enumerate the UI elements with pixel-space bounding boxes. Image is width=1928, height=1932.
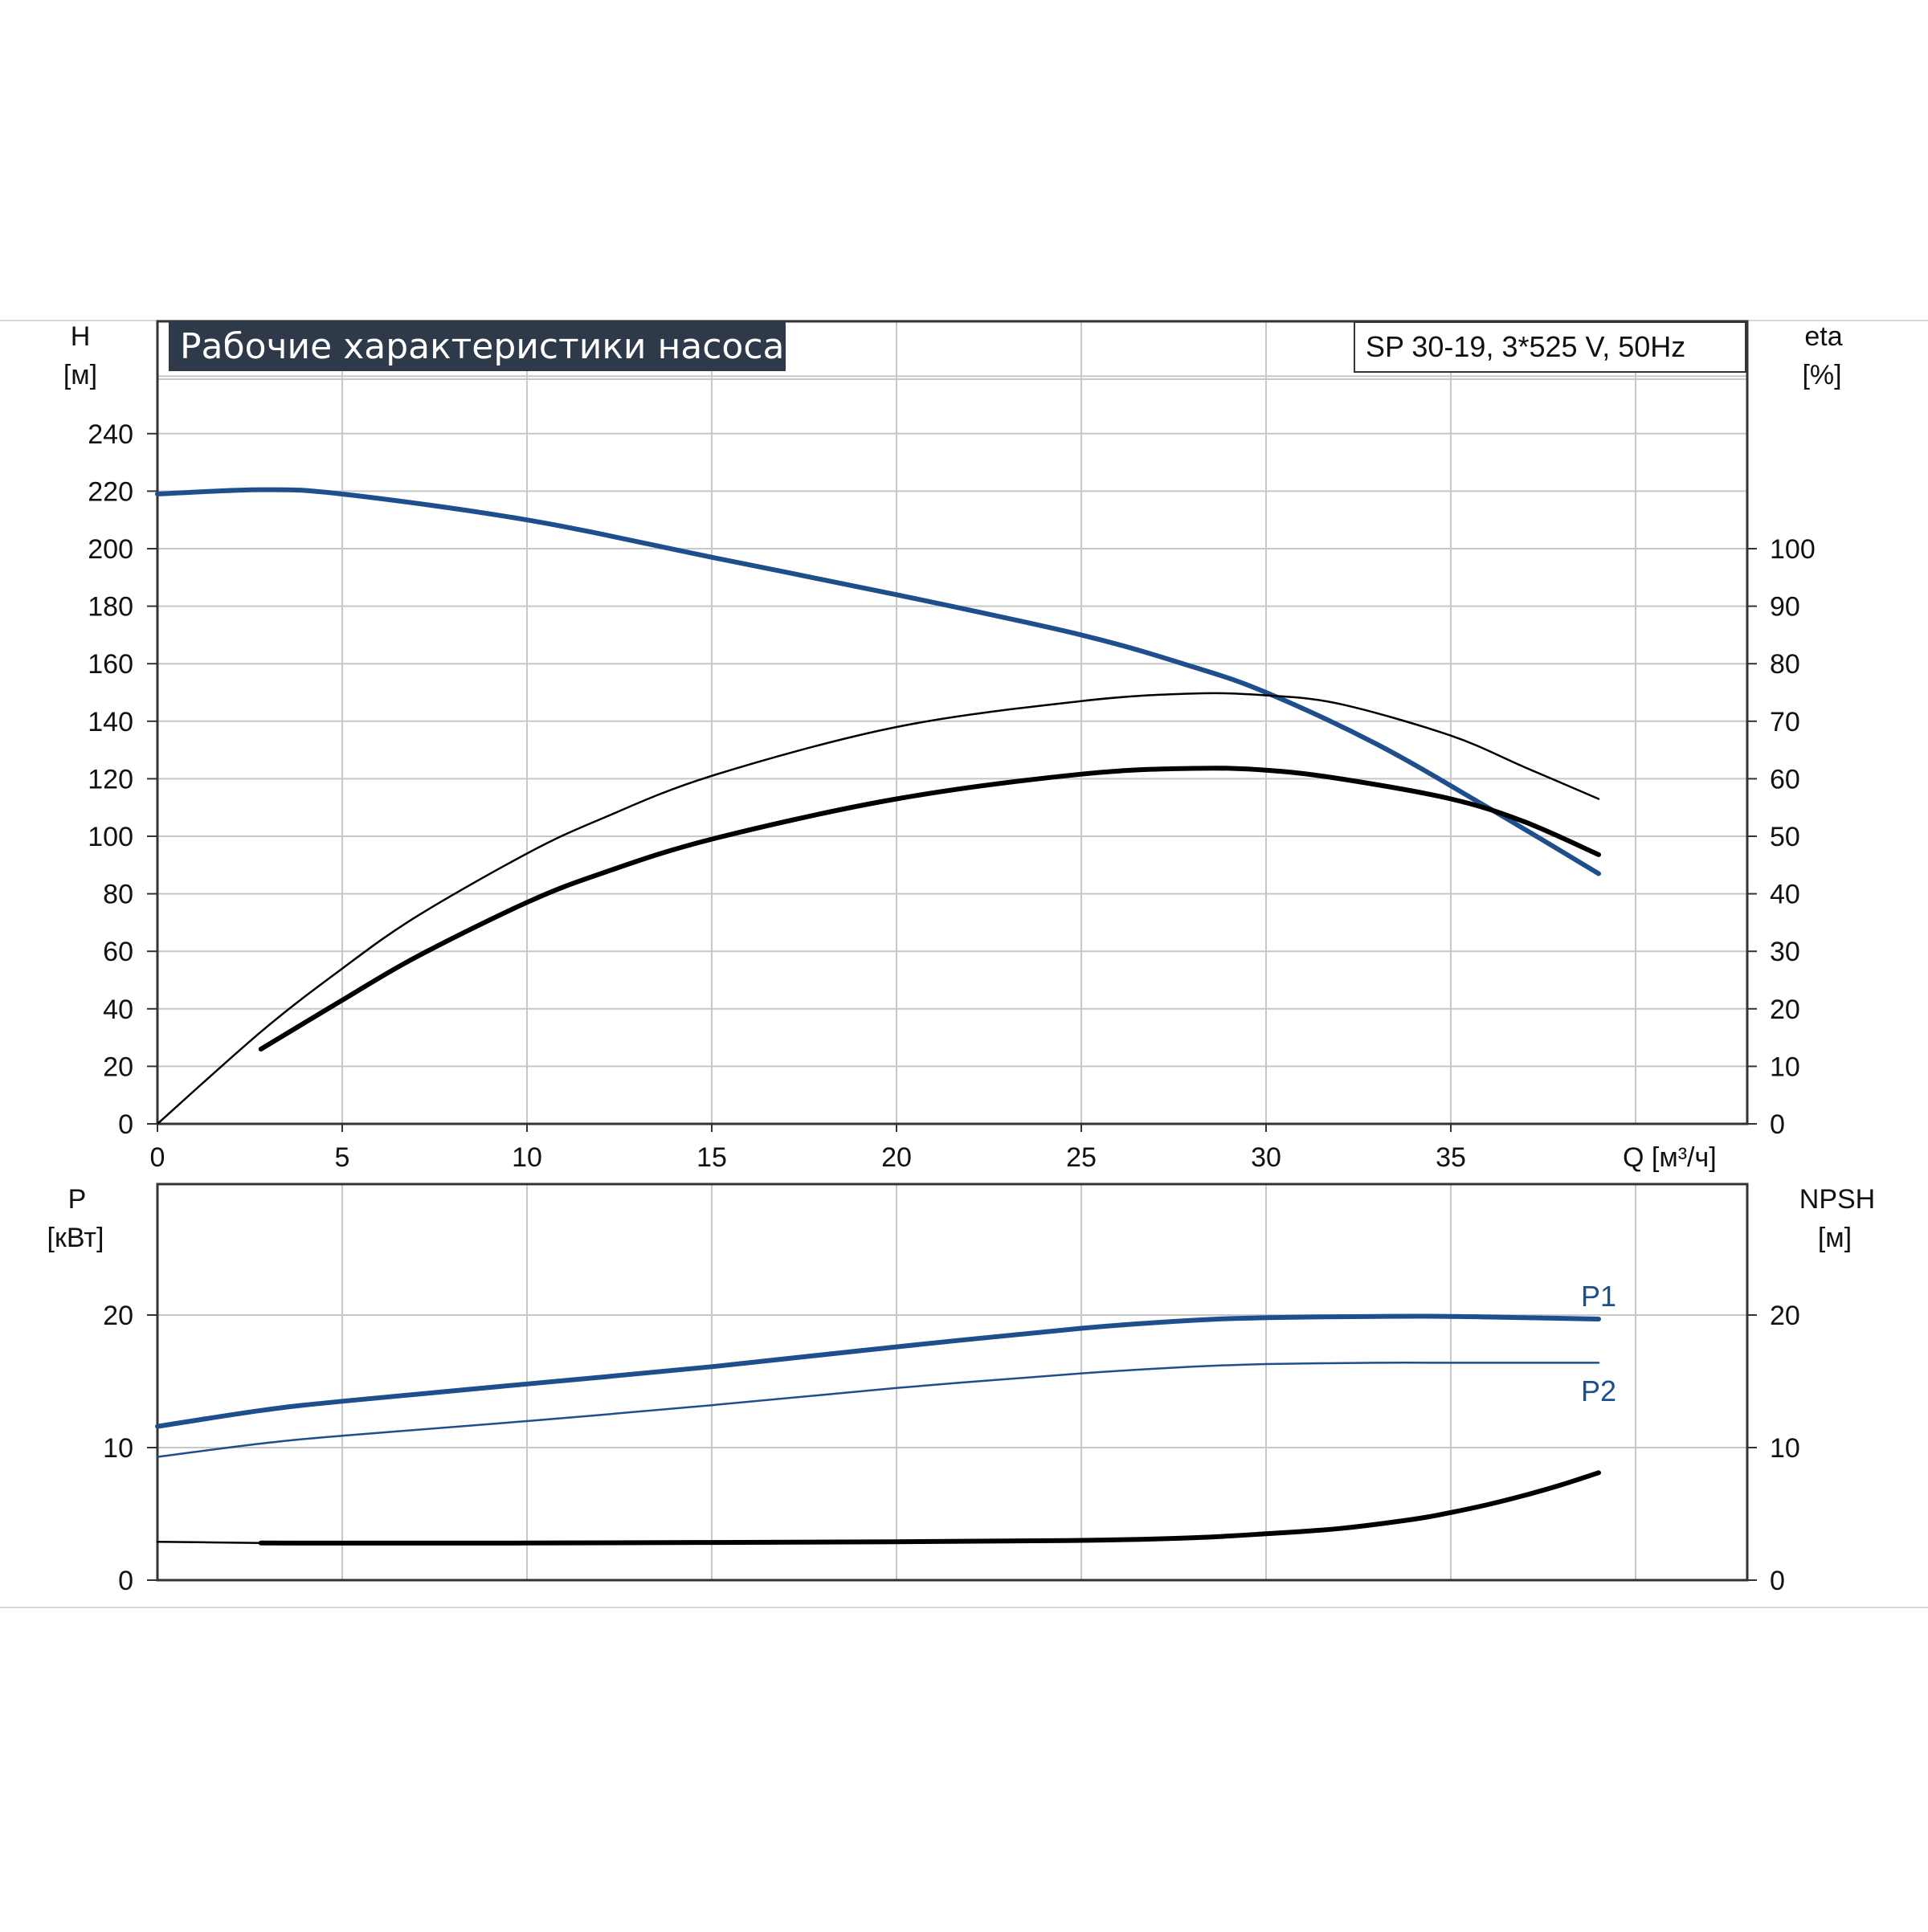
x-tick-label: 0 [150,1142,165,1173]
x-tick-label: 35 [1436,1142,1466,1173]
top-series-2-line [156,692,1600,1125]
top-right-axis-label: eta [1804,321,1842,352]
top-right-tick-label: 20 [1770,995,1800,1025]
top-right-tick-label: 70 [1770,707,1800,737]
top-right-tick-label: 100 [1770,534,1816,565]
top-right-tick-label: 90 [1770,592,1800,623]
bottom-series-4-line [258,1470,1601,1546]
top-left-tick-label: 180 [88,592,133,623]
top-right-axis-unit: [%] [1802,360,1841,390]
top-left-tick-label: 40 [103,995,133,1025]
top-left-axis-unit: [м] [63,360,97,390]
x-tick-label: 10 [512,1142,542,1173]
x-tick-label: 15 [696,1142,727,1173]
bottom-right-tick-label: 10 [1770,1433,1800,1464]
top-series-1-line [155,487,1601,876]
top-left-tick-label: 140 [88,707,133,737]
top-plot-frame [156,320,1749,1125]
bottom-plot-frame [156,1182,1749,1582]
top-right-tick-label: 10 [1770,1052,1800,1082]
bottom-right-axis-label: NPSH [1799,1184,1875,1215]
top-right-tick-label: 50 [1770,822,1800,852]
bottom-right-axis-unit: [м] [1818,1223,1852,1253]
p2-curve-label: P2 [1581,1374,1616,1407]
top-series-3-line [258,766,1601,1052]
top-right-tick-label: 30 [1770,937,1800,967]
top-left-tick-label: 20 [103,1052,133,1082]
model-label: SP 30-19, 3*525 V, 50Hz [1366,330,1685,363]
x-tick-label: 20 [881,1142,912,1173]
top-left-tick-label: 160 [88,649,133,680]
x-tick-label: 25 [1066,1142,1097,1173]
top-left-tick-label: 240 [88,419,133,450]
x-tick-label: 30 [1251,1142,1281,1173]
top-left-tick-label: 200 [88,534,133,565]
top-plot-curves [155,487,1601,1125]
bottom-plot-tick-labels: 0 10 20 0 10 20 [103,1301,1800,1596]
bottom-right-tick-label: 0 [1770,1566,1785,1596]
bottom-left-axis-label: P [68,1184,87,1215]
top-right-tick-label: 0 [1770,1109,1785,1140]
top-left-tick-label: 60 [103,937,133,967]
top-left-tick-label: 0 [118,1109,133,1140]
bottom-plot-curves [155,1313,1601,1546]
top-left-tick-label: 220 [88,476,133,507]
bottom-series-1-line [155,1313,1601,1429]
bottom-plot-grid [157,1184,1747,1580]
top-right-tick-label: 80 [1770,649,1800,680]
top-left-tick-label: 100 [88,822,133,852]
top-left-tick-label: 120 [88,764,133,794]
bottom-series-2-line [156,1362,1600,1458]
top-right-tick-label: 60 [1770,764,1800,794]
x-tick-label: 5 [335,1142,350,1173]
bottom-series-3-line [156,1540,263,1545]
title-box [169,321,786,371]
model-box [1354,321,1746,373]
top-left-tick-label: 80 [103,880,133,910]
p1-curve-label: P1 [1581,1280,1616,1313]
bottom-left-tick-label: 20 [103,1301,133,1331]
chart-title: Рабочие характеристики насоса [180,326,784,367]
top-plot-grid [157,321,1747,1124]
x-axis-label: Q [м³/ч] [1623,1142,1717,1173]
top-right-tick-label: 40 [1770,880,1800,910]
bottom-left-tick-label: 10 [103,1433,133,1464]
bottom-left-axis-unit: [кВт] [47,1223,104,1253]
bottom-right-tick-label: 20 [1770,1301,1800,1331]
top-left-axis-label: H [71,321,91,352]
top-plot-tick-labels: 0 5 10 15 20 25 30 3502040608010012014016018020… [88,419,1815,1173]
bottom-left-tick-label: 0 [118,1566,133,1596]
